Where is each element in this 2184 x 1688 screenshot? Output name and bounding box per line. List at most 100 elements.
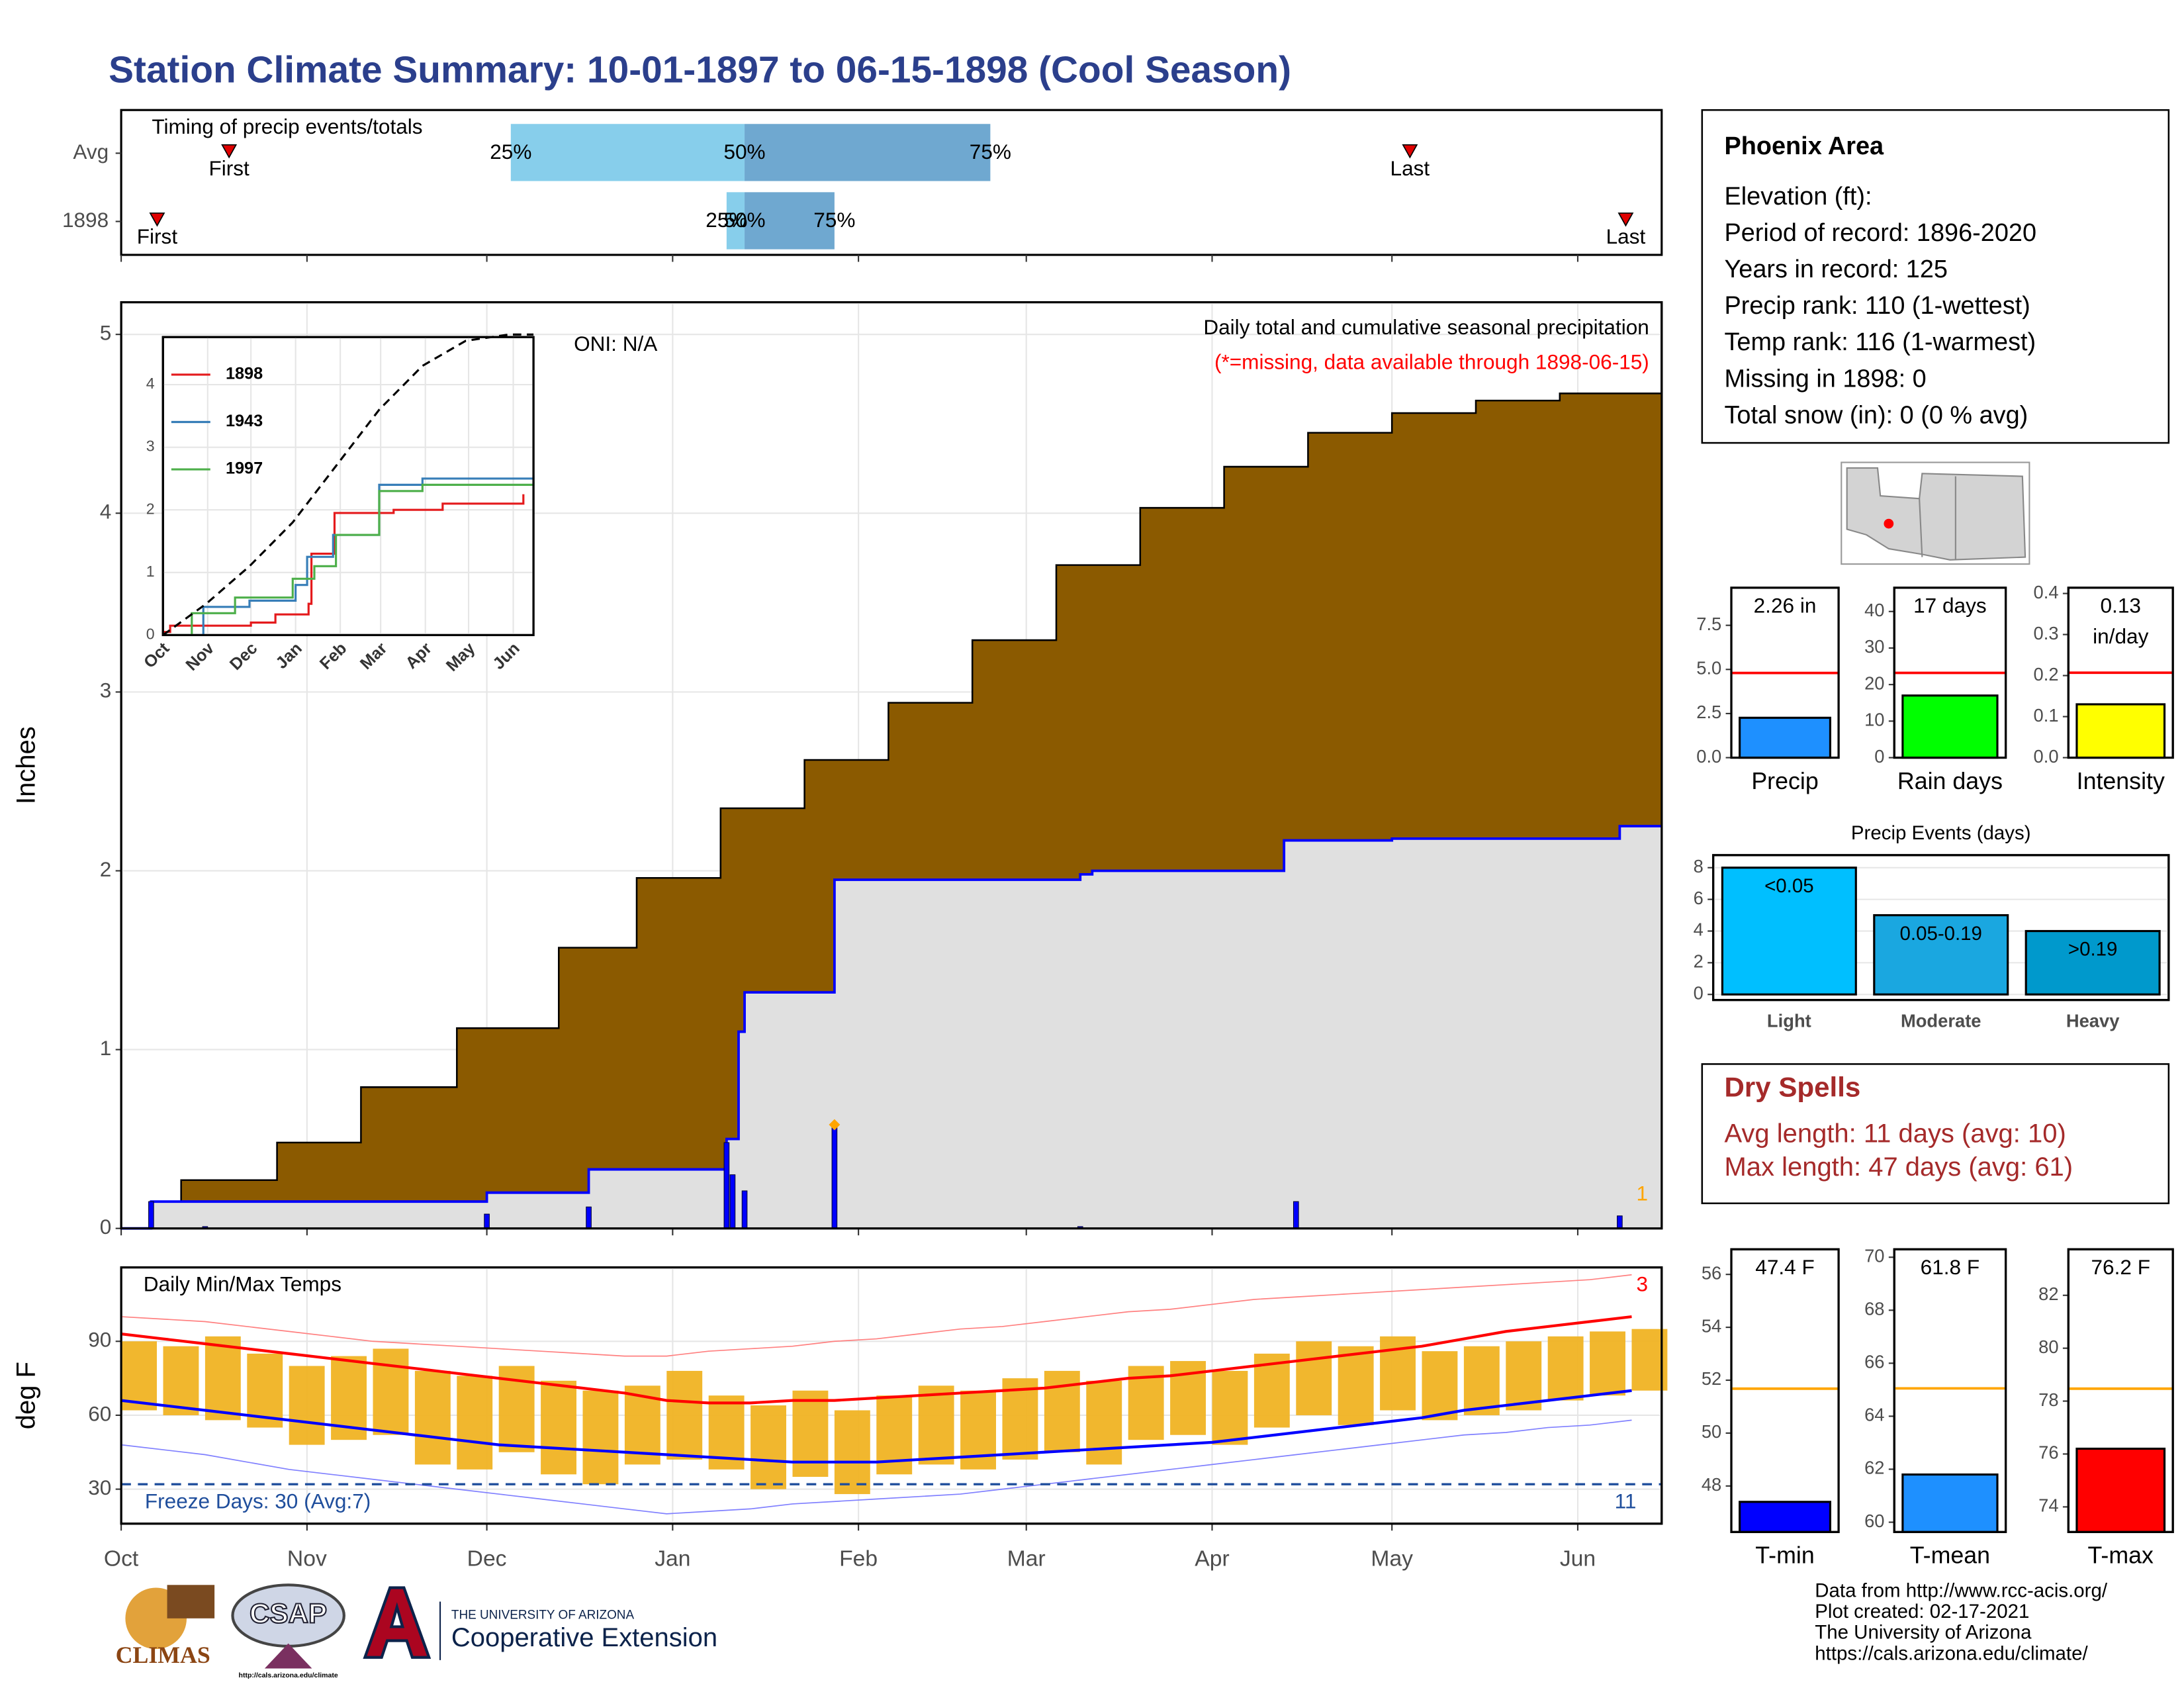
bar	[1739, 1501, 1832, 1533]
y-tick-label: 2	[146, 500, 155, 517]
freeze-annotation: Freeze Days: 30 (Avg:7)	[145, 1489, 371, 1513]
plot-frame	[120, 109, 1663, 256]
y-tick-label: 10	[1864, 710, 1884, 730]
temp-range-bar	[121, 1341, 157, 1411]
y-tick-label: 5.0	[1696, 658, 1721, 679]
temp-range-bar	[1547, 1336, 1584, 1401]
value-label: 0.13 in/day	[2093, 594, 2149, 649]
y-tick-label: 30	[88, 1476, 111, 1499]
y-tick-label: 7.5	[1696, 614, 1721, 634]
chart-title: Daily total and cumulative seasonal prec…	[1203, 315, 1649, 339]
temp-range-bar	[1338, 1346, 1374, 1425]
y-tick-label: 0.3	[2034, 623, 2059, 643]
csap-mountain	[264, 1643, 312, 1669]
x-tick-label: Moderate	[1901, 1011, 1981, 1031]
x-tick-label: T-max	[2088, 1542, 2154, 1569]
y-tick-label: 30	[1864, 636, 1884, 657]
chart-title: Precip Events (days)	[1851, 822, 2031, 844]
value-label: 76.2 F	[2091, 1256, 2150, 1280]
temp-range-bar	[1086, 1380, 1122, 1465]
locator-map	[1841, 461, 2030, 565]
value-label: 2.26 in	[1753, 594, 1817, 619]
temp-range-bar	[1296, 1341, 1332, 1415]
climas-text: CLIMAS	[116, 1642, 210, 1668]
y-axis-label: Inches	[12, 726, 41, 804]
station-info: Elevation (ft):	[1724, 183, 1872, 211]
y-tick-label: 0.4	[2034, 582, 2059, 602]
value-label: 76.2 F	[2091, 1256, 2150, 1280]
temp-range-bar	[205, 1336, 241, 1421]
temp-range-bar	[163, 1346, 199, 1415]
daily-bar	[741, 1190, 748, 1229]
bar	[1901, 1473, 1999, 1533]
y-axis-label: deg F	[12, 1362, 41, 1429]
info-box	[1701, 109, 2170, 444]
temp-range-bar	[834, 1410, 870, 1495]
x-tick-label: Jun	[1560, 1546, 1596, 1571]
x-tick-label: Feb	[839, 1546, 878, 1571]
y-tick-label: 1898	[62, 208, 109, 232]
y-tick-label: 62	[1864, 1458, 1884, 1478]
y-tick-label: 0.0	[2034, 746, 2059, 767]
y-tick-label: 64	[1864, 1405, 1884, 1425]
station-info: Temp rank: 116 (1-warmest)	[1724, 328, 2036, 356]
bar	[1901, 694, 1999, 759]
daily-bar	[586, 1206, 592, 1229]
quartile-label: 75%	[970, 140, 1011, 164]
y-tick-label: 2	[1694, 951, 1704, 972]
x-tick-label: Oct	[104, 1546, 139, 1571]
daily-bar	[484, 1213, 490, 1229]
plot-frame	[1893, 1248, 2007, 1533]
bar-label: <0.05	[1764, 875, 1814, 897]
x-tick-label: Heavy	[2066, 1011, 2120, 1031]
first-marker	[149, 212, 165, 227]
annotation: ONI: N/A	[574, 332, 657, 355]
plot-frame	[2067, 586, 2174, 759]
csap-text: CSAP	[250, 1598, 327, 1629]
y-tick-label: 4	[1694, 919, 1704, 940]
y-tick-label: 0	[146, 626, 155, 643]
temp-line	[121, 1419, 1632, 1515]
series-line	[163, 494, 525, 633]
max-marker	[829, 1119, 841, 1131]
bar-label: 0.05-0.19	[1900, 923, 1982, 945]
daily-bar	[1617, 1215, 1623, 1229]
station-info: Missing in 1898: 0	[1724, 365, 1926, 393]
quartile-bar	[745, 192, 835, 250]
x-tick-label: Apr	[1195, 1546, 1229, 1571]
value-label: 47.4 F	[1755, 1256, 1815, 1280]
y-tick-label: 6	[1694, 888, 1704, 908]
temp-range-bar	[414, 1370, 451, 1465]
bar	[1873, 914, 2009, 996]
first-label: First	[208, 156, 250, 180]
temp-range-bar	[1002, 1378, 1038, 1460]
credit-line: https://cals.arizona.edu/climate/	[1815, 1642, 2088, 1664]
temp-range-bar	[1590, 1331, 1625, 1396]
station-info: Period of record: 1896-2020	[1724, 219, 2036, 247]
first-marker	[221, 144, 238, 159]
y-tick-label: 3	[100, 679, 112, 702]
value-label: 2.26 in	[1753, 594, 1817, 619]
value-label: 0.13 in/day	[2093, 594, 2149, 649]
temp-range-bar	[457, 1376, 493, 1470]
quartile-label: 50%	[723, 140, 765, 164]
y-tick-label: 1	[146, 563, 155, 580]
y-tick-label: 0.2	[2034, 664, 2059, 684]
value-label: 47.4 F	[1755, 1256, 1815, 1280]
y-tick-label: 3	[146, 438, 155, 455]
y-tick-label: 82	[2038, 1284, 2058, 1304]
temp-line	[120, 1315, 1632, 1405]
temp-range-bar	[1463, 1346, 1500, 1415]
y-tick-label: 1	[100, 1036, 112, 1060]
plot-frame	[161, 336, 535, 636]
y-tick-label: 8	[1694, 856, 1704, 876]
ua-logo	[363, 1586, 432, 1659]
season-line	[121, 825, 1662, 1230]
plot-frame	[1730, 586, 1840, 759]
x-tick-label: T-mean	[1910, 1542, 1990, 1569]
legend-label: 1997	[226, 459, 263, 478]
x-tick-label: Jan	[655, 1546, 690, 1571]
record-high-count: 3	[1637, 1272, 1649, 1295]
ua-name: THE UNIVERSITY OF ARIZONA	[451, 1609, 635, 1622]
credit-line: Plot created: 02-17-2021	[1815, 1601, 2029, 1622]
